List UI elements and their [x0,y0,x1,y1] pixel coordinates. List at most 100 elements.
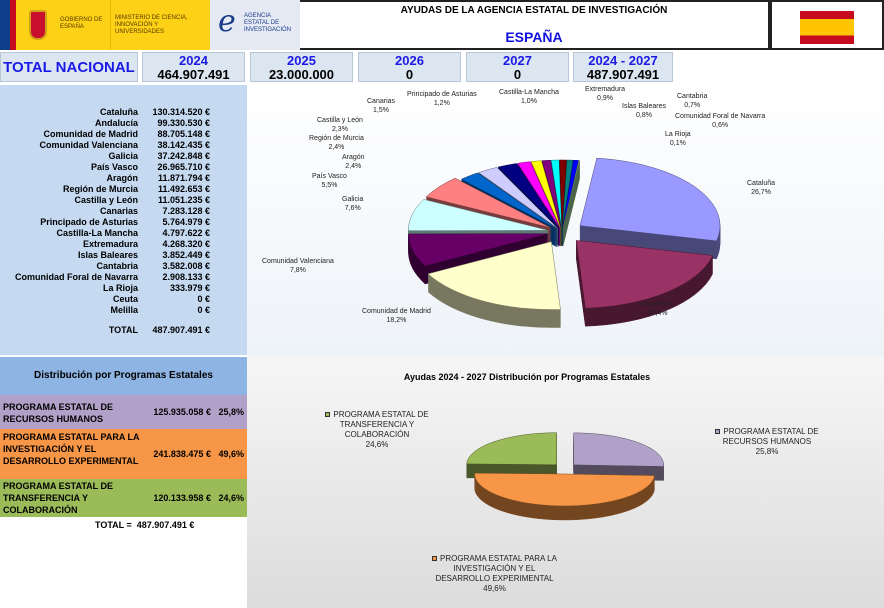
region-name: Cantabria [96,261,138,271]
total-2026: 2026 0 [358,52,461,82]
region-value: 11.051.235 € [157,195,210,205]
region-value: 3.582.008 € [162,261,210,271]
year-value: 464.907.491 [157,67,230,82]
pie-slice [562,159,574,229]
region-row: Ceuta 0 € [0,294,220,305]
region-row: Aragón 11.871.794 € [0,173,220,184]
region-row: Islas Baleares 3.852.449 € [0,250,220,261]
pie-slice [425,177,551,229]
region-name: Islas Baleares [77,250,138,260]
gov-logo-text: GOBIERNO DE ESPAÑA [60,17,103,30]
region-row: Principado de Asturias 5.764.979 € [0,217,220,228]
region-value: 11.492.653 € [157,184,210,194]
region-value: 37.242.848 € [157,151,210,161]
region-row: Castilla-La Mancha 4.797.622 € [0,228,220,239]
total-value: 487.907.491 € [152,325,210,335]
pie-label: Extremadura 0,9% [585,86,626,102]
pie-slice [550,159,562,229]
program-row: PROGRAMA ESTATAL DE RECURSOS HUMANOS 125.… [0,395,247,429]
region-row: Extremadura 4.268.320 € [0,239,220,250]
region-row: Comunidad Foral de Navarra 2.908.133 € [0,272,220,283]
region-value: 4.268.320 € [162,239,210,249]
region-name: Extremadura [82,239,138,249]
region-value: 3.852.449 € [162,250,210,260]
pie-label: PROGRAMA ESTATAL DE TRANSFERENCIA Y COLA… [322,410,432,450]
spain-flag-icon [800,11,854,44]
region-value: 130.314.520 € [152,107,210,117]
regions-table: Cataluña 130.314.520 € Andalucía 99.330.530… [0,85,247,355]
region-value: 99.330.530 € [157,118,210,128]
chart-title: Ayudas 2024 - 2027 Distribución por Prog… [403,372,651,382]
region-row: Comunidad Valenciana 38.142.435 € [0,140,220,151]
program-row: PROGRAMA ESTATAL DE TRANSFERENCIA Y COLA… [0,479,247,517]
eu-flag-icon [0,0,16,50]
region-row: Castilla y León 11.051.235 € [0,195,220,206]
region-name: País Vasco [90,162,138,172]
total-2024: 2024 464.907.491 [142,52,245,82]
region-name: Región de Murcia [62,184,138,194]
pie-label: Cataluña 26,7% [747,180,776,196]
regions-total: TOTAL 487.907.491 € [0,325,220,336]
region-value: 333.979 € [169,283,210,293]
pie-label: PROGRAMA ESTATAL DE RECURSOS HUMANOS 25,8… [697,427,837,457]
pie-label: Aragón 2,4% [342,154,365,170]
pie-slice [497,163,560,229]
pie-label: Islas Baleares 0,8% [622,103,666,119]
region-name: Comunidad Foral de Navarra [14,272,138,282]
title-box: AYUDAS DE LA AGENCIA ESTATAL DE INVESTIG… [300,0,770,50]
pie-label: Región de Murcia 2,4% [309,135,364,151]
agency-logo: e AGENCIA ESTATAL DE INVESTIGACIÓN [210,0,300,50]
region-name: Galicia [108,151,138,161]
pie-slice [573,432,664,467]
pie-slice [408,199,549,231]
pie-slice [466,432,557,465]
region-row: Andalucía 99.330.530 € [0,118,220,129]
pie-slice [575,240,714,309]
program-name: PROGRAMA ESTATAL DE RECURSOS HUMANOS [3,402,113,424]
region-name: Cataluña [99,107,138,117]
pie-label: Andalucía 20,4% [642,301,674,317]
pie-slice [517,161,561,229]
pie-label: Castilla y León 2,3% [317,117,363,133]
pie-label: Cantabria 0,7% [677,93,708,109]
year-value: 487.907.491 [586,67,660,82]
total-2024-2027: 2024 - 2027 487.907.491 [573,52,673,82]
pie-label: Comunidad Valenciana 7,8% [262,258,334,274]
year-label: 2025 [287,53,316,68]
agency-logo-text: AGENCIA ESTATAL DE INVESTIGACIÓN [244,13,292,33]
pie-slice [530,160,561,229]
pie-label: La Rioja 0,1% [665,131,691,147]
pie-slice [460,172,558,230]
region-value: 38.142.435 € [157,140,210,150]
year-value: 0 [513,67,522,82]
logos-banner: GOBIERNO DE ESPAÑA MINISTERIO DE CIENCIA… [0,0,300,50]
year-label: 2026 [395,53,424,68]
region-value: 0 € [197,294,210,304]
pie-label: País Vasco 5,5% [312,173,347,189]
flag-box [770,0,884,50]
total-label: TOTAL [108,325,138,335]
pie-label: Canarias 1,5% [367,98,396,114]
region-name: Canarias [99,206,138,216]
region-row: La Rioja 333.979 € [0,283,220,294]
region-value: 11.871.794 € [157,173,210,183]
program-row: PROGRAMA ESTATAL PARA LA INVESTIGACIÓN Y… [0,429,247,479]
region-name: Comunidad Valenciana [39,140,138,150]
programs-pie-svg [466,432,664,521]
total-2027: 2027 0 [466,52,569,82]
pie-label: Comunidad Foral de Navarra 0,6% [675,113,766,129]
pie-label: Galicia 7,6% [342,196,364,212]
region-row: Región de Murcia 11.492.653 € [0,184,220,195]
year-label: 2027 [503,53,532,68]
pie-label: PROGRAMA ESTATAL PARA LA INVESTIGACIÓN Y… [427,554,562,594]
pie-slice [474,472,655,507]
region-value: 88.705.148 € [157,129,210,139]
region-name: Castilla y León [74,195,138,205]
pie-slice [478,167,559,229]
region-value: 4.797.622 € [162,228,210,238]
programs-pie-chart: Ayudas 2024 - 2027 Distribución por Prog… [247,357,884,608]
pie-slice [559,159,567,229]
region-row: Melilla 0 € [0,305,220,316]
year-value: 0 [405,67,414,82]
region-name: Melilla [110,305,138,315]
